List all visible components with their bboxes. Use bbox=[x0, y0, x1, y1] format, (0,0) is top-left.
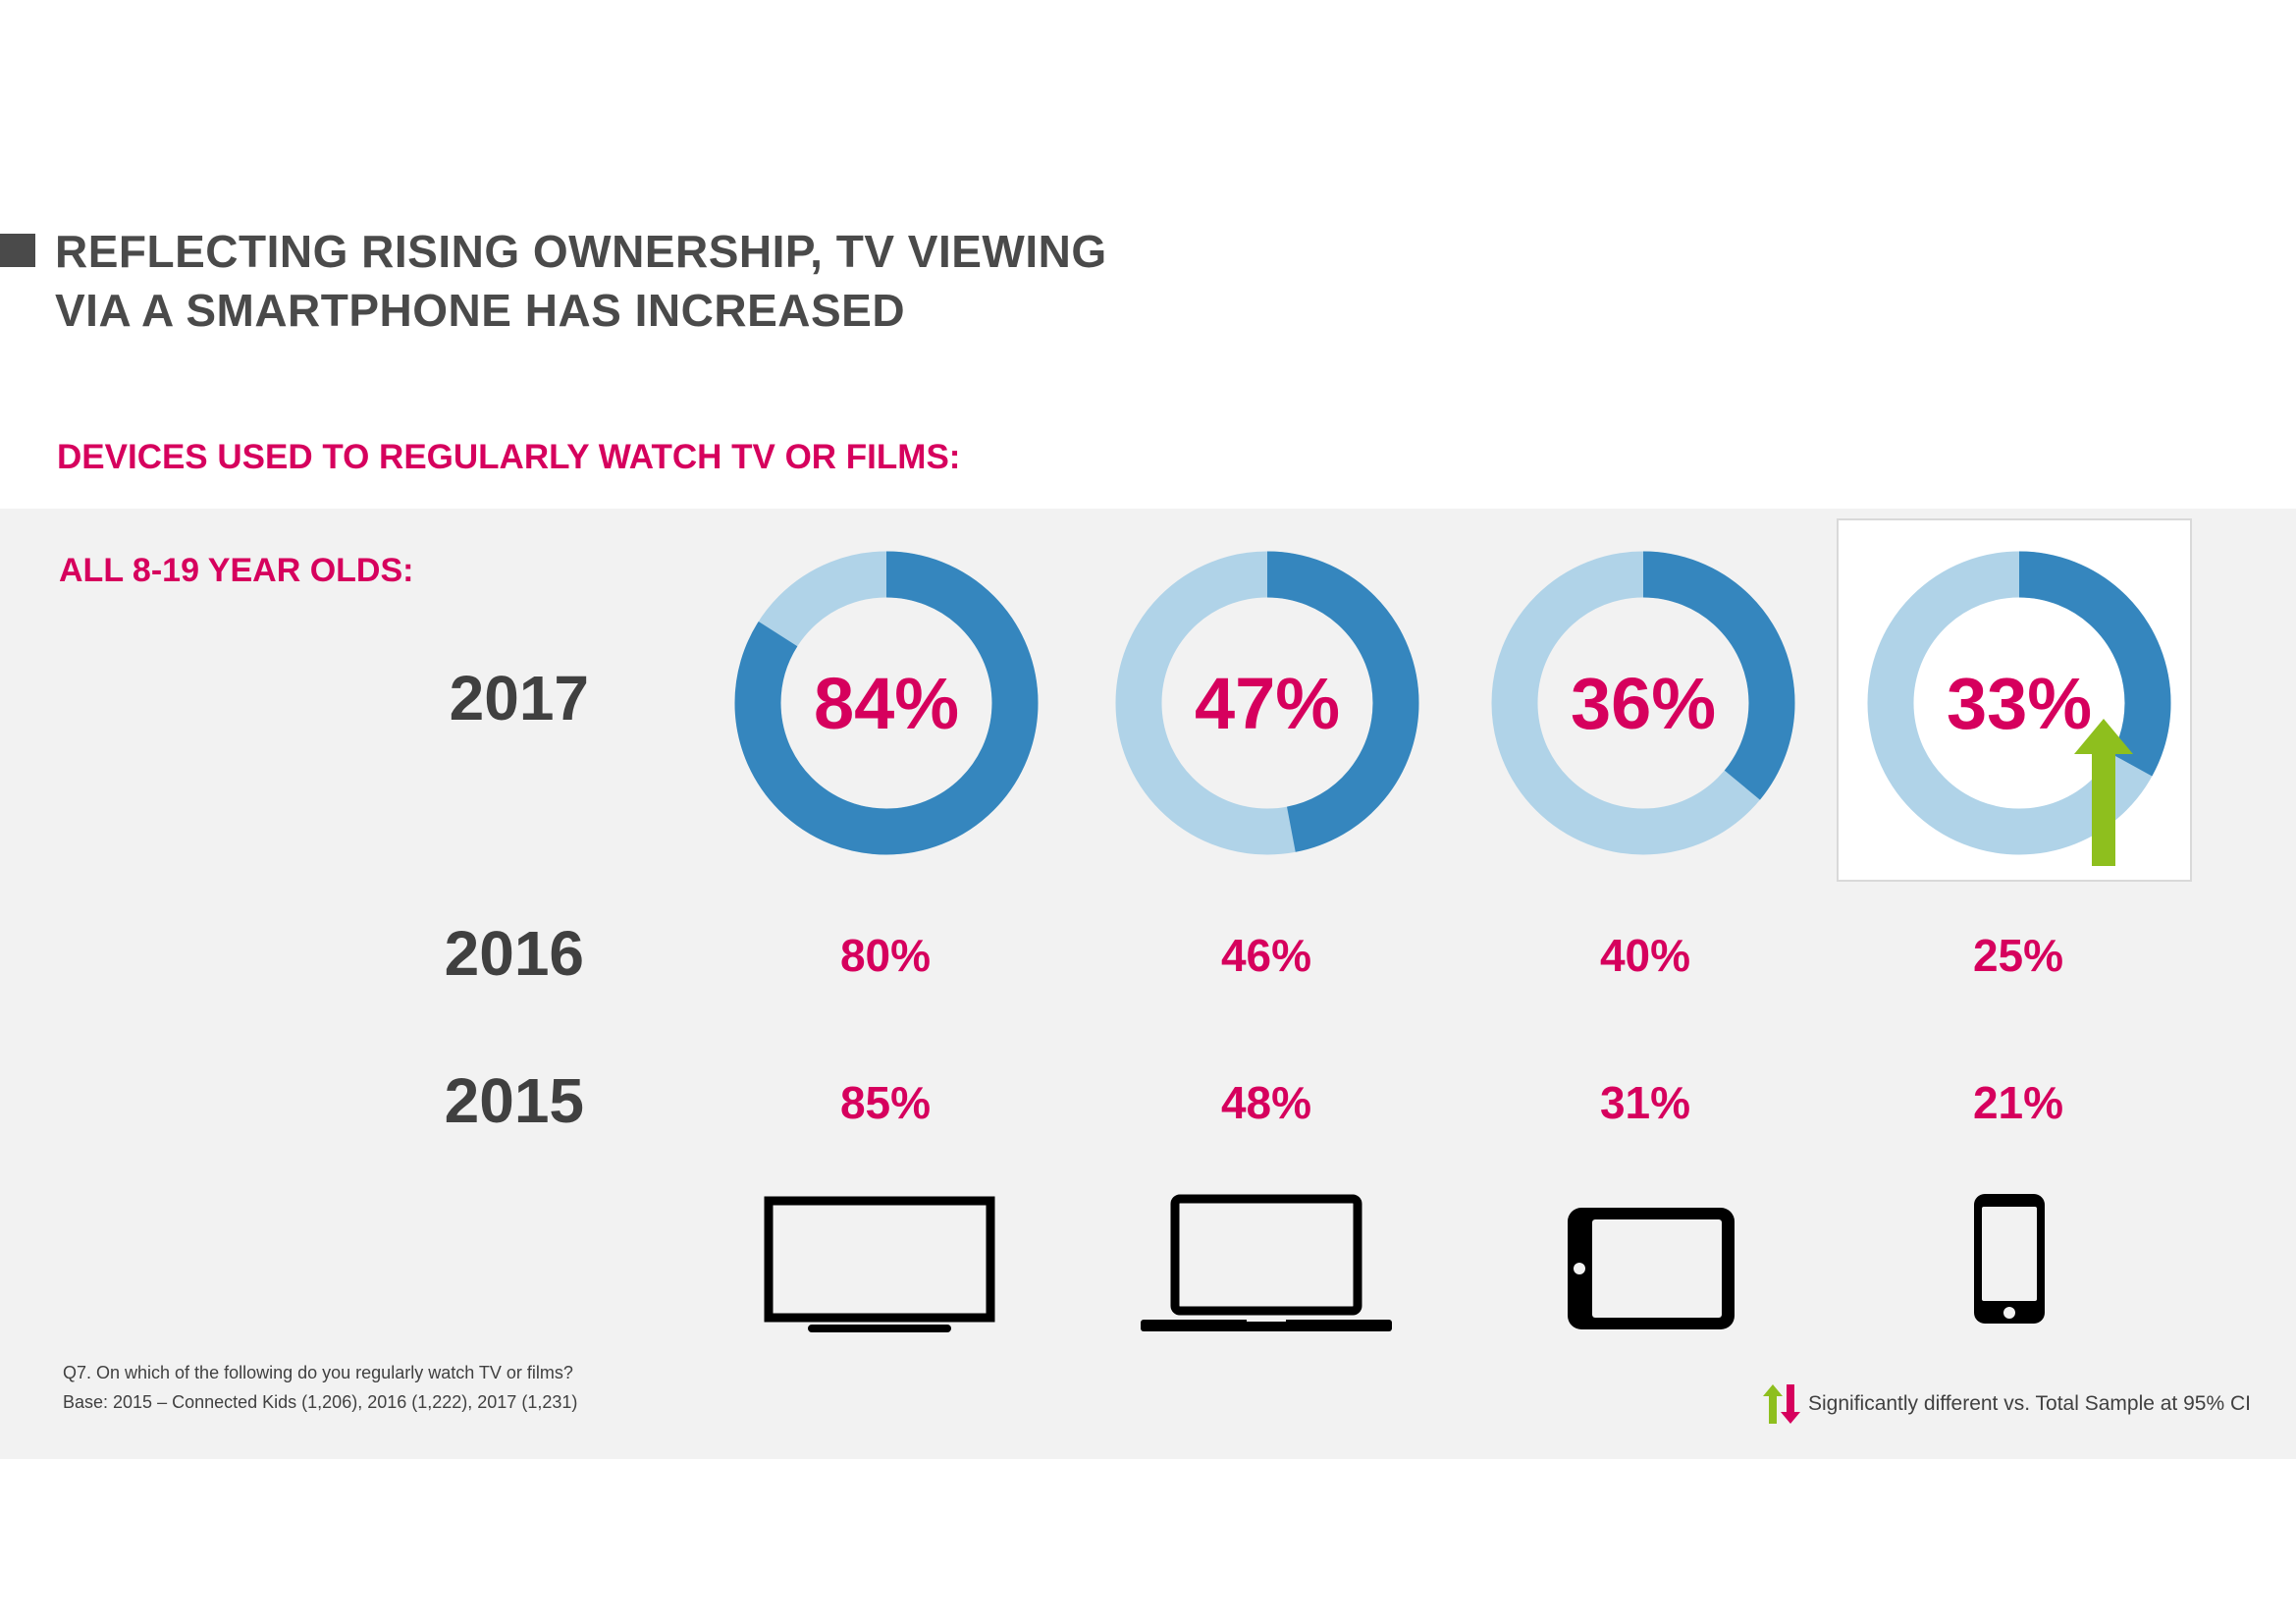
value-2016-laptop: 46% bbox=[1220, 930, 1312, 981]
page-title: REFLECTING RISING OWNERSHIP, TV VIEWING … bbox=[55, 222, 1107, 340]
year-label-2015: 2015 bbox=[444, 1065, 584, 1136]
value-2015-tv-set: 85% bbox=[839, 1077, 932, 1128]
donut-arc-tv-set bbox=[734, 551, 1039, 855]
footnote-base: Base: 2015 – Connected Kids (1,206), 201… bbox=[63, 1392, 578, 1412]
value-2015-tablet: 31% bbox=[1599, 1077, 1691, 1128]
donut-arc-laptop bbox=[1115, 551, 1419, 855]
donut-smartphone: 33% bbox=[1862, 546, 2176, 866]
significance-up-arrow bbox=[2074, 719, 2133, 866]
donut-value-tablet: 36% bbox=[1570, 662, 1717, 744]
donut-laptop: 47% bbox=[1110, 546, 1424, 860]
donut-tablet: 36% bbox=[1486, 546, 1800, 860]
chart-subtitle: DEVICES USED TO REGULARLY WATCH TV OR FI… bbox=[57, 438, 961, 476]
donut-arc-tablet bbox=[1491, 551, 1795, 855]
donut-arc-smartphone bbox=[1867, 551, 2171, 855]
title-marker bbox=[0, 234, 35, 267]
value-2015-smartphone: 21% bbox=[1972, 1077, 2064, 1128]
significance-arrows-icon bbox=[1763, 1384, 1800, 1424]
title-line-2: VIA A SMARTPHONE HAS INCREASED bbox=[55, 285, 906, 336]
group-label: ALL 8-19 YEAR OLDS: bbox=[59, 552, 414, 589]
value-2015-laptop: 48% bbox=[1220, 1077, 1312, 1128]
footnote-question: Q7. On which of the following do you reg… bbox=[63, 1363, 573, 1382]
year-label-2016: 2016 bbox=[444, 918, 584, 989]
title-line-1: REFLECTING RISING OWNERSHIP, TV VIEWING bbox=[55, 226, 1107, 277]
significance-legend: Significantly different vs. Total Sample… bbox=[1763, 1384, 2251, 1424]
donut-value-smartphone: 33% bbox=[1946, 662, 2093, 744]
donut-value-laptop: 47% bbox=[1194, 662, 1341, 744]
tablet-icon bbox=[1568, 1208, 1735, 1329]
tv-icon bbox=[764, 1196, 995, 1332]
year-label-2017: 2017 bbox=[449, 663, 589, 733]
value-2016-smartphone: 25% bbox=[1972, 930, 2064, 981]
value-2016-tv-set: 80% bbox=[839, 930, 932, 981]
smartphone-icon bbox=[1974, 1194, 2045, 1324]
donut-tv-set: 84% bbox=[729, 546, 1043, 860]
value-2016-tablet: 40% bbox=[1599, 930, 1691, 981]
laptop-icon bbox=[1141, 1194, 1392, 1331]
donut-value-tv-set: 84% bbox=[813, 662, 960, 744]
legend-text: Significantly different vs. Total Sample… bbox=[1808, 1392, 2251, 1415]
